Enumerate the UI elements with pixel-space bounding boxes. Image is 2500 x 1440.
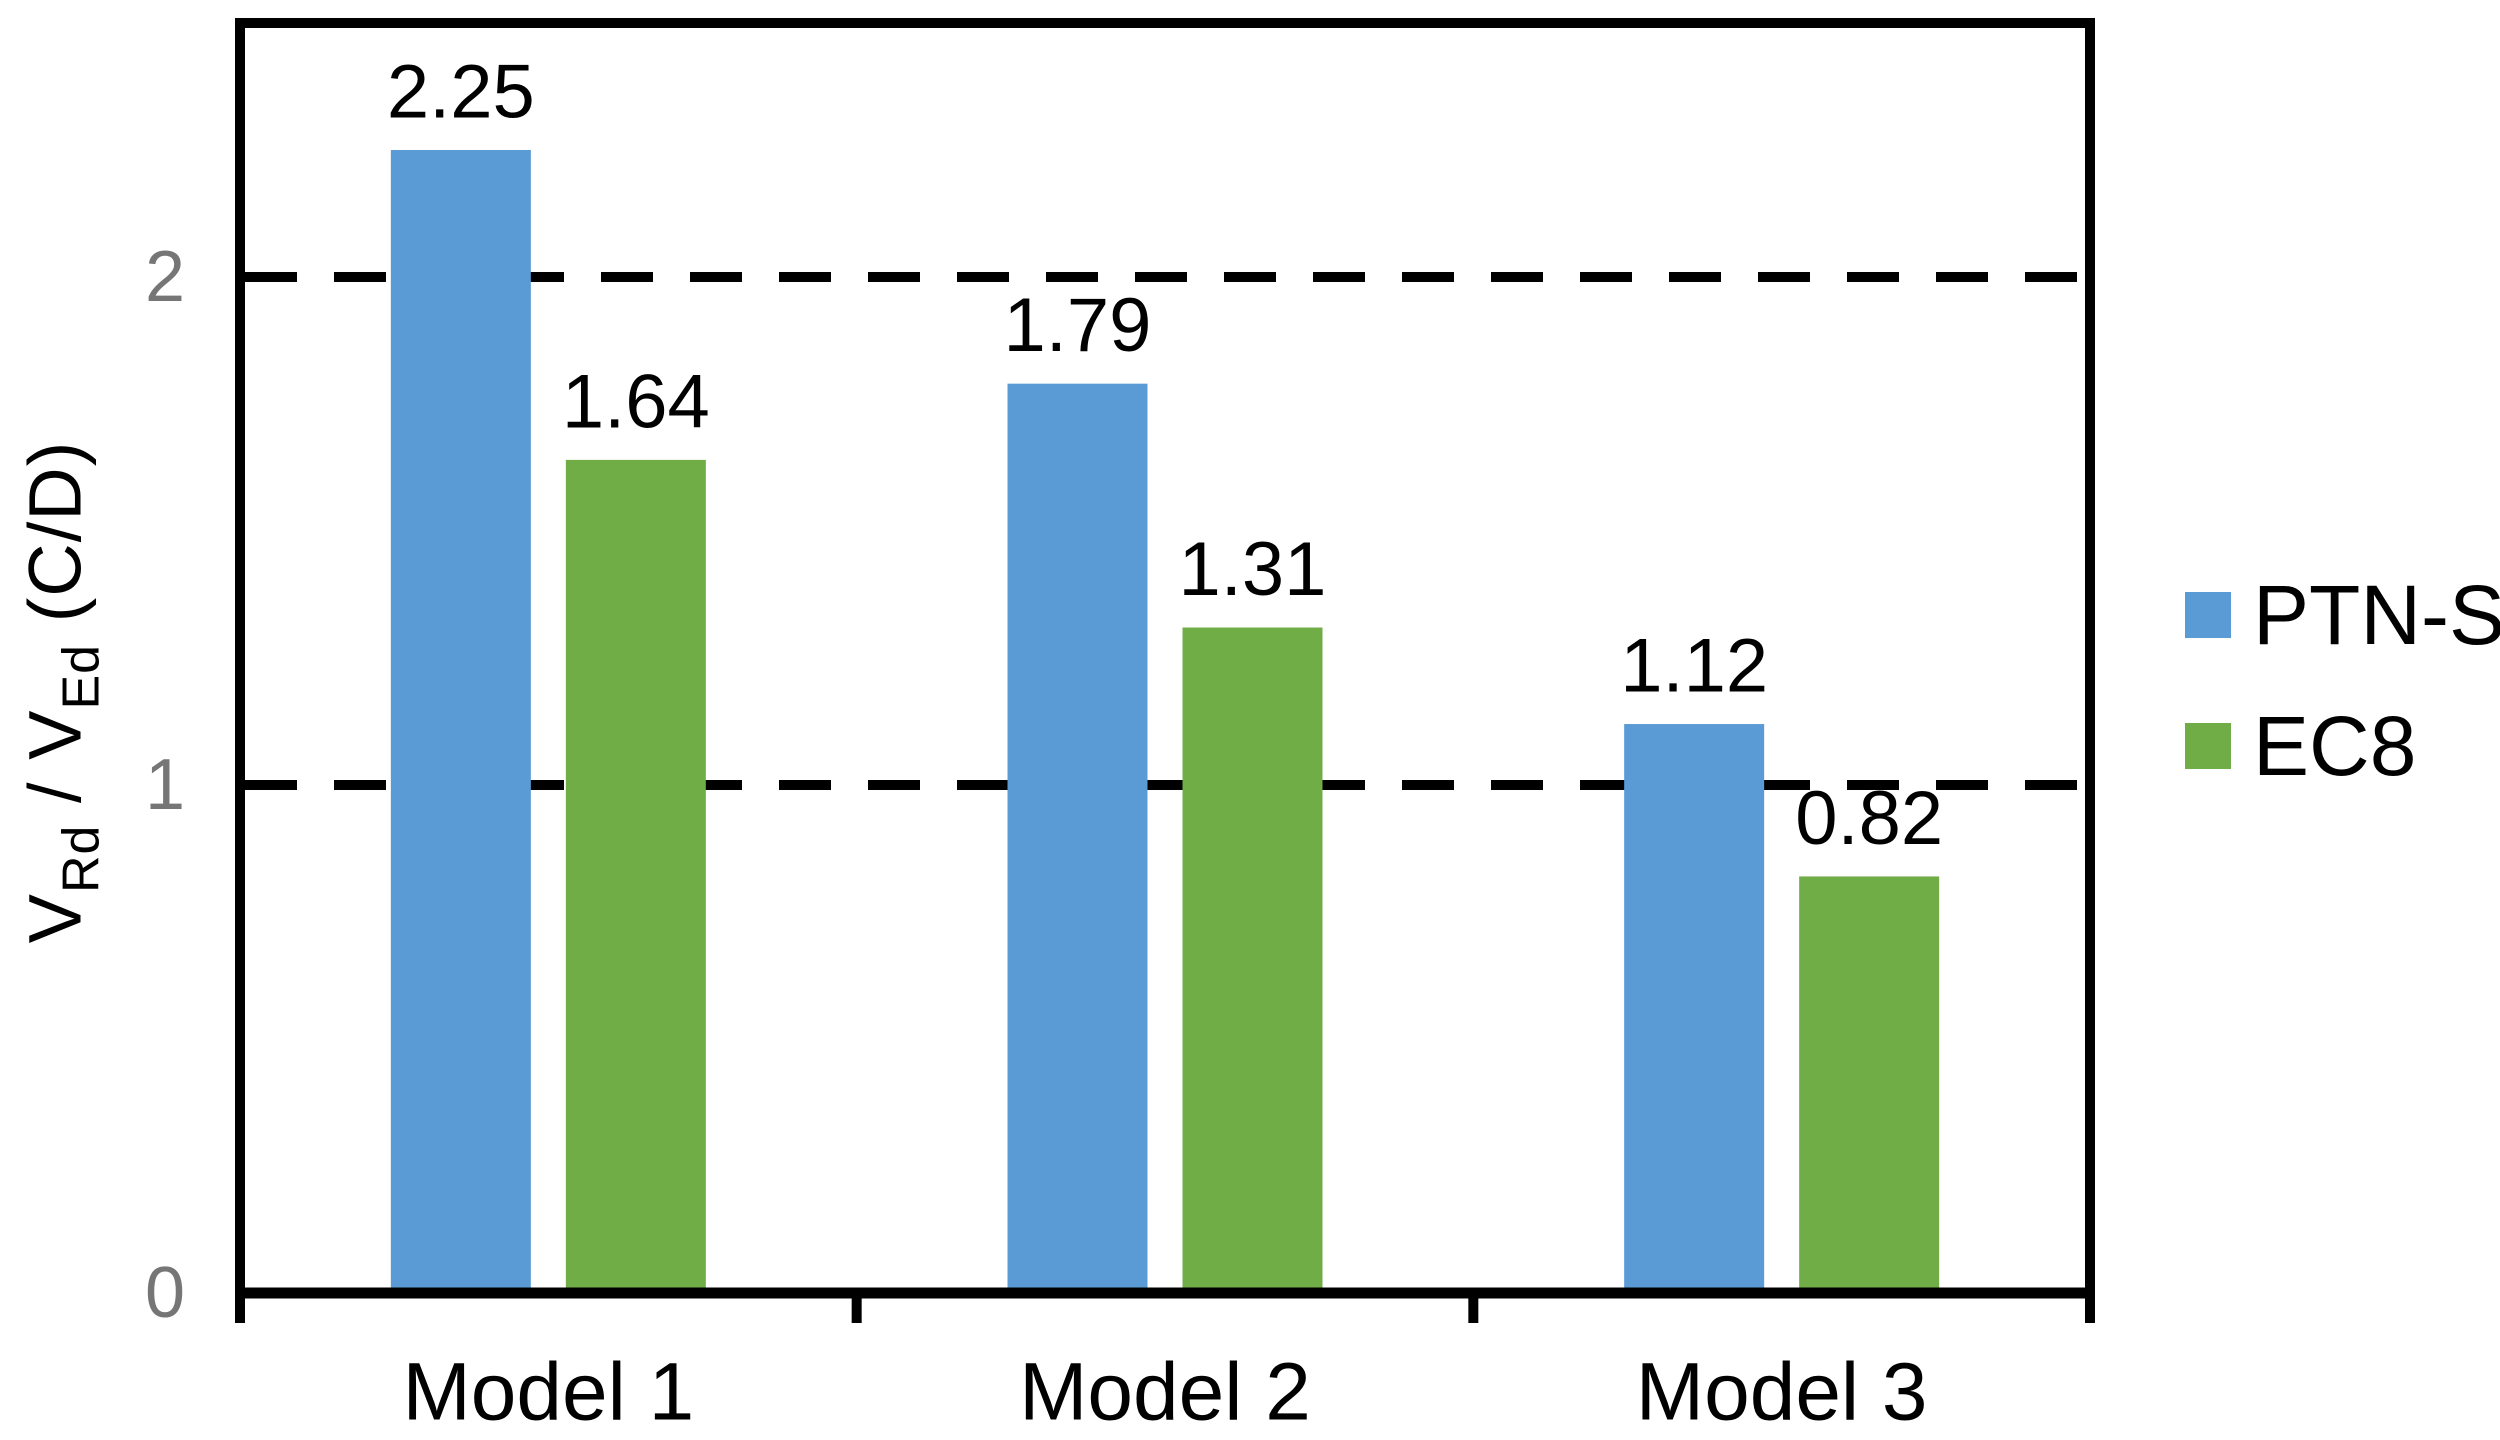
y-tick-label-1: 1 [145, 745, 185, 825]
legend-label-ptn-s: PTN-S [2253, 568, 2500, 662]
y-axis-title-part: V [13, 893, 97, 944]
data-label-ec8-model-3: 0.82 [1795, 776, 1943, 861]
y-axis-title-subscript: Rd [52, 824, 111, 894]
bar-ptn-s-model-1 [390, 150, 531, 1293]
y-axis-title-subscript: Ed [52, 643, 111, 710]
bar-ec8-model-1 [565, 459, 706, 1293]
legend-swatch-ptn-s [2185, 592, 2231, 638]
y-axis-title: VRd / VEd (C/D) [13, 441, 112, 944]
y-tick-label-2: 2 [145, 237, 185, 317]
data-label-ptn-s-model-2: 1.79 [1004, 283, 1152, 368]
data-label-ec8-model-2: 1.31 [1179, 527, 1327, 612]
x-category-label-model-1: Model 1 [402, 1347, 694, 1438]
y-tick-label-0: 0 [145, 1253, 185, 1333]
bar-ec8-model-2 [1182, 627, 1323, 1293]
legend-item-ptn-s: PTN-S [2185, 569, 2500, 661]
x-category-label-model-3: Model 3 [1636, 1347, 1928, 1438]
bar-ec8-model-3 [1799, 876, 1940, 1293]
x-category-label-model-2: Model 2 [1019, 1347, 1311, 1438]
legend-label-ec8: EC8 [2253, 699, 2417, 793]
bar-ptn-s-model-2 [1007, 383, 1148, 1293]
y-axis-title-part: / V [13, 709, 97, 825]
bar-ptn-s-model-3 [1624, 724, 1765, 1293]
data-label-ptn-s-model-1: 2.25 [387, 50, 535, 135]
data-label-ec8-model-1: 1.64 [562, 359, 710, 444]
y-axis-title-part: (C/D) [13, 440, 97, 644]
legend-item-ec8: EC8 [2185, 700, 2416, 792]
data-label-ptn-s-model-3: 1.12 [1620, 624, 1768, 709]
legend-swatch-ec8 [2185, 723, 2231, 769]
